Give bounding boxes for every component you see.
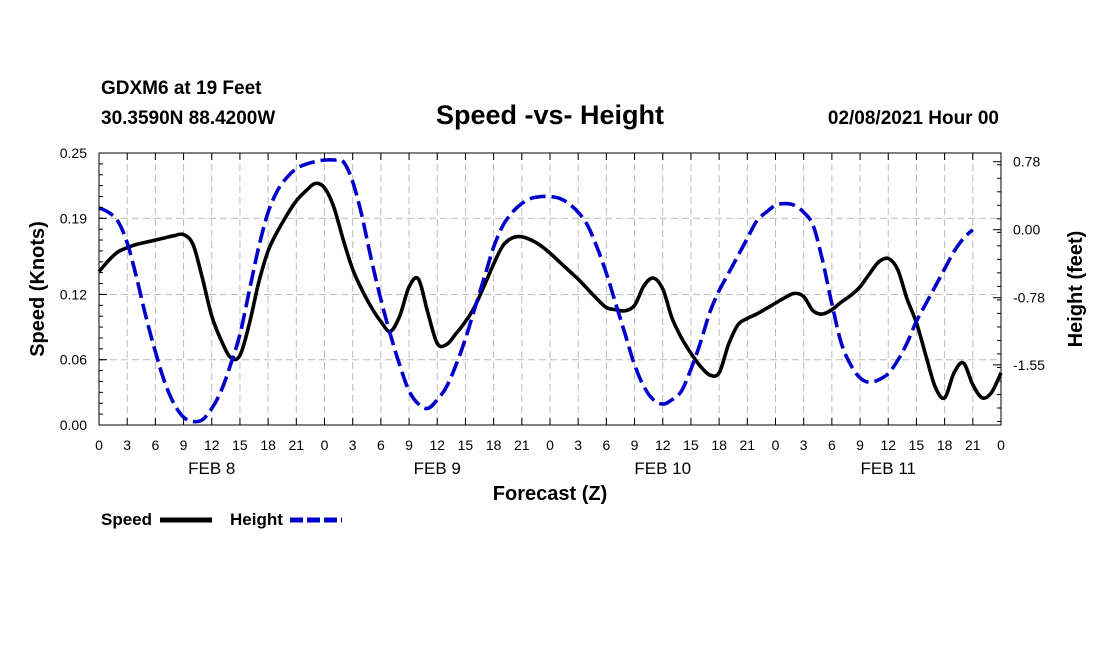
y-left-tick-label-4: 0.25: [60, 145, 87, 161]
y-right-tick-label-1: 0.00: [1013, 222, 1040, 238]
x-tick-label-20: 12: [655, 437, 671, 453]
height-series: [98, 157, 975, 424]
coordinates-label: 30.3590N 88.4200W: [101, 108, 275, 129]
x-tick-label-32: 0: [997, 437, 1005, 453]
x-tick-label-10: 6: [377, 437, 385, 453]
legend-height-label: Height: [230, 510, 283, 529]
x-tick-label-13: 15: [458, 437, 474, 453]
y-left-tick-label-1: 0.06: [60, 352, 87, 368]
y-right-tick-label-3: -1.55: [1013, 357, 1045, 373]
x-tick-label-9: 3: [349, 437, 357, 453]
x-tick-label-27: 9: [856, 437, 864, 453]
x-tick-label-4: 12: [204, 437, 220, 453]
legend-speed-label: Speed: [101, 510, 152, 529]
y-left-tick-label-3: 0.19: [60, 210, 87, 226]
y-axis-right-title: Height (feet): [1065, 231, 1087, 348]
x-tick-label-6: 18: [260, 437, 276, 453]
x-tick-label-23: 21: [740, 437, 756, 453]
y-left-tick-label-2: 0.12: [60, 286, 87, 302]
day-label-2: FEB 10: [634, 459, 691, 478]
x-tick-label-8: 0: [321, 437, 329, 453]
day-label-3: FEB 11: [861, 459, 916, 478]
x-tick-label-18: 6: [602, 437, 610, 453]
station-label: GDXM6 at 19 Feet: [101, 78, 262, 99]
x-tick-label-25: 3: [800, 437, 808, 453]
day-label-1: FEB 9: [414, 459, 461, 478]
speed-line: [97, 181, 1003, 401]
x-tick-label-31: 21: [965, 437, 981, 453]
x-tick-label-17: 3: [574, 437, 582, 453]
y-right-tick-label-0: 0.78: [1013, 154, 1040, 170]
x-tick-label-14: 18: [486, 437, 502, 453]
x-tick-label-22: 18: [711, 437, 727, 453]
x-tick-label-12: 12: [429, 437, 445, 453]
y-axis-left-title: Speed (Knots): [27, 221, 49, 357]
x-tick-label-15: 21: [514, 437, 530, 453]
grid: [99, 153, 1001, 425]
forecast-datetime: 02/08/2021 Hour 00: [828, 108, 999, 129]
x-tick-label-3: 9: [180, 437, 188, 453]
x-tick-label-2: 6: [151, 437, 159, 453]
axes: 0 3 6 9 12 15 18 21 0 3 6 9 12 15 18 21 0 3 6 9 12 15 18 21 0 3 6 9…: [60, 145, 1045, 478]
x-tick-label-30: 18: [937, 437, 953, 453]
x-tick-label-29: 15: [909, 437, 925, 453]
x-tick-label-21: 15: [683, 437, 699, 453]
x-tick-label-0: 0: [95, 437, 103, 453]
x-tick-label-26: 6: [828, 437, 836, 453]
x-tick-label-1: 3: [123, 437, 131, 453]
x-tick-label-28: 12: [880, 437, 896, 453]
x-tick-label-5: 15: [232, 437, 248, 453]
legend: Speed Height: [101, 510, 342, 529]
y-left-tick-label-0: 0.00: [60, 417, 87, 433]
x-tick-label-19: 9: [631, 437, 639, 453]
speed-series: [97, 181, 1003, 401]
day-label-0: FEB 8: [188, 459, 235, 478]
x-tick-label-16: 0: [546, 437, 554, 453]
y-right-tick-label-2: -0.78: [1013, 290, 1045, 306]
x-tick-label-11: 9: [405, 437, 413, 453]
height-line: [98, 157, 975, 424]
x-tick-label-24: 0: [772, 437, 780, 453]
x-tick-label-7: 21: [289, 437, 305, 453]
chart-title: Speed -vs- Height: [436, 100, 664, 130]
x-axis-title: Forecast (Z): [493, 483, 607, 505]
